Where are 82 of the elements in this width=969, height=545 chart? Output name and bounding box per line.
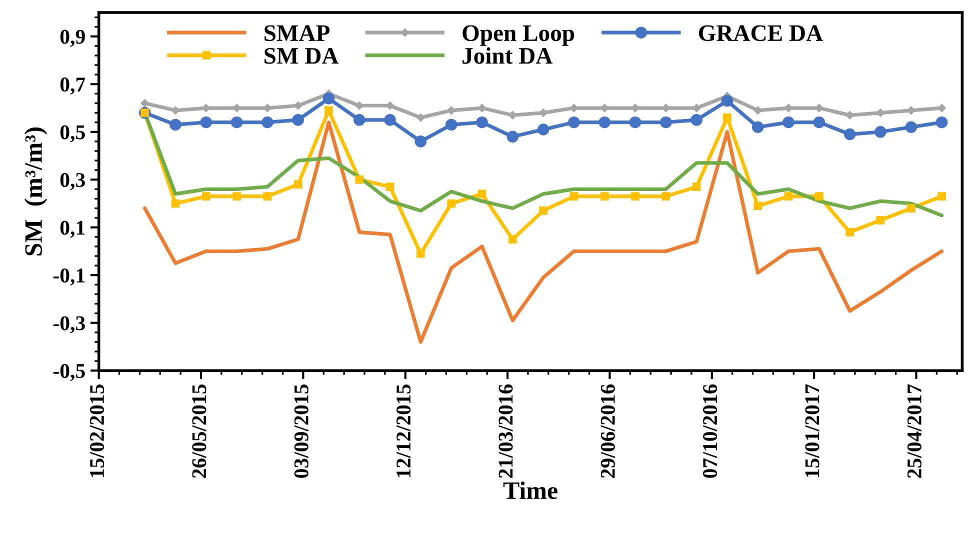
point [539, 206, 548, 215]
point [570, 192, 578, 201]
point [355, 175, 364, 184]
point [262, 116, 274, 128]
x-tick-label: 26/05/2015 [192, 384, 206, 478]
x-tick-label: 29/06/2016 [600, 384, 615, 478]
point [754, 202, 762, 210]
point [478, 190, 486, 198]
point [384, 114, 396, 126]
point [784, 192, 793, 201]
point [782, 116, 794, 128]
legend-label: SMAP [264, 25, 330, 42]
point [416, 249, 425, 258]
point [170, 118, 182, 131]
point [445, 118, 458, 131]
legend-label: GRACE DA [698, 25, 823, 42]
point [631, 192, 640, 201]
point [476, 116, 488, 128]
point [200, 116, 212, 128]
point [813, 116, 826, 128]
point [938, 192, 946, 201]
x-tick-label: 03/09/2015 [294, 384, 308, 478]
point [324, 106, 333, 115]
point [723, 113, 732, 122]
point [815, 192, 824, 201]
point [846, 111, 854, 120]
point [506, 130, 519, 143]
legend-label: SM DA [264, 48, 339, 64]
point [844, 128, 856, 140]
point [629, 116, 642, 128]
point [171, 199, 180, 208]
y-tick-label: -0,3 [53, 316, 85, 334]
point [752, 121, 764, 134]
x-tick-label: 15/01/2017 [805, 384, 820, 478]
y-tick-label: 0,9 [60, 30, 85, 47]
x-tick-label: 12/12/2015 [396, 384, 411, 478]
y-axis-title: SM (m³/m³) [24, 128, 48, 256]
line-series [143, 120, 944, 344]
point [906, 204, 916, 212]
point [721, 94, 734, 107]
point [876, 216, 885, 224]
point [416, 113, 425, 122]
point [905, 121, 918, 134]
x-axis-title: Time [503, 481, 558, 500]
point [353, 114, 366, 126]
y-tick-label: 0,3 [60, 173, 85, 190]
point [754, 106, 762, 115]
point [846, 228, 854, 236]
point [140, 99, 149, 108]
y-tick-label: -0,5 [53, 364, 85, 382]
point [322, 92, 335, 104]
point [600, 192, 609, 201]
point [539, 108, 548, 117]
point [568, 116, 580, 128]
point [202, 192, 210, 201]
legend-label: Open Loop [462, 25, 574, 46]
point [386, 182, 394, 191]
point [232, 192, 241, 201]
point [508, 235, 517, 244]
point [537, 124, 550, 136]
point [447, 199, 456, 208]
point [292, 114, 304, 126]
point [230, 116, 243, 128]
point [692, 182, 701, 191]
legend-label: Joint DA [462, 47, 553, 64]
point [874, 126, 886, 138]
y-tick-label: 0,5 [60, 125, 85, 142]
point [414, 136, 427, 148]
y-tick-label: 0,1 [60, 220, 85, 238]
y-tick-label: 0,7 [60, 78, 86, 95]
point [294, 180, 302, 189]
point [660, 116, 672, 128]
point [263, 192, 272, 201]
x-tick-label: 07/10/2016 [703, 384, 718, 478]
point [598, 116, 611, 128]
x-tick-label: 25/04/2017 [907, 384, 922, 478]
y-tick-label: -0,1 [53, 268, 85, 286]
point [936, 116, 948, 128]
x-tick-label: 15/02/2015 [90, 384, 104, 478]
point [662, 192, 670, 201]
x-tick-label: 21/03/2016 [498, 384, 513, 478]
point [690, 114, 702, 126]
